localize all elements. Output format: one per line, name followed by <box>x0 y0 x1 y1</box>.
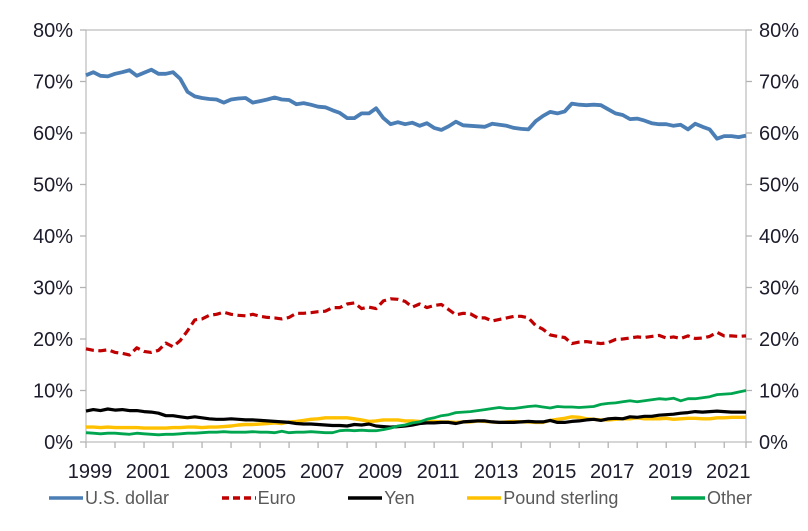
x-axis-tick-label: 2015 <box>532 461 577 483</box>
legend-label-euro: Euro <box>257 488 296 508</box>
x-axis-tick-label: 1999 <box>68 461 113 483</box>
series-line-yen <box>85 407 746 429</box>
plot-frame <box>85 29 747 443</box>
y-axis-right-tick-label: 70% <box>759 72 799 94</box>
x-axis-tick-label: 2005 <box>242 461 287 483</box>
x-axis-tick-label: 2021 <box>706 461 751 483</box>
chart-legend: U.S. dollar Euro Yen Pound sterling Other <box>0 489 808 507</box>
y-axis-left-tick-label: 50% <box>33 175 73 197</box>
legend-item-u-s-dollar: U.S. dollar <box>48 489 169 507</box>
y-axis-right-tick-label: 10% <box>759 381 799 403</box>
y-axis-right-tick-label: 50% <box>759 175 799 197</box>
y-axis-left-tick-label: 10% <box>33 381 73 403</box>
legend-item-yen: Yen <box>347 488 415 508</box>
y-axis-left-tick-label: 80% <box>33 20 73 42</box>
legend-swatch-u-s-dollar <box>49 496 83 500</box>
y-axis-right-tick-label: 0% <box>759 432 788 454</box>
y-axis-right-tick-label: 30% <box>759 278 799 300</box>
y-axis-left-tick-label: 30% <box>33 278 73 300</box>
x-axis-tick-label: 2003 <box>184 461 229 483</box>
series-line-u-s-dollar <box>85 67 747 141</box>
series-line-euro <box>85 297 747 357</box>
series-line-other <box>85 389 747 437</box>
legend-item-euro: Euro <box>221 489 296 507</box>
y-axis-left-tick-label: 0% <box>44 432 73 454</box>
x-axis-tick-label: 2001 <box>126 461 171 483</box>
legend-swatch-other <box>670 496 705 500</box>
plot-area: 0% 0% 10% 10% 20% 20% 30% 30% 40% 40% 50% 50% 60% 60%… <box>33 20 799 483</box>
x-axis-tick-label: 2013 <box>474 461 519 483</box>
x-axis-tick-label: 2017 <box>590 461 635 483</box>
y-axis-right-tick-label: 40% <box>759 226 799 248</box>
y-axis-left-tick-label: 40% <box>33 226 73 248</box>
y-axis-right-tick-label: 80% <box>759 20 799 42</box>
y-axis-right-tick-label: 20% <box>759 329 799 351</box>
legend-swatch-pound-sterling <box>467 496 502 500</box>
y-axis-left-tick-label: 70% <box>33 72 73 94</box>
legend-label-u-s-dollar: U.S. dollar <box>85 488 170 508</box>
x-axis-tick-label: 2007 <box>300 461 345 483</box>
x-axis-tick-label: 2011 <box>417 461 460 483</box>
y-axis-left-tick-label: 20% <box>33 329 73 351</box>
legend-swatch-euro <box>221 496 256 500</box>
legend-item-other: Other <box>670 489 752 507</box>
legend-label-yen: Yen <box>384 488 415 508</box>
legend-label-pound-sterling: Pound sterling <box>503 488 619 508</box>
legend-item-pound-sterling: Pound sterling <box>466 489 618 507</box>
x-axis-tick-label: 2009 <box>358 461 403 483</box>
y-axis-right-tick-label: 60% <box>759 123 799 145</box>
y-axis-left-tick-label: 60% <box>33 123 73 145</box>
x-axis-tick-label: 2019 <box>648 461 693 483</box>
legend-label-other: Other <box>706 488 752 508</box>
legend-swatch-yen <box>348 496 383 500</box>
